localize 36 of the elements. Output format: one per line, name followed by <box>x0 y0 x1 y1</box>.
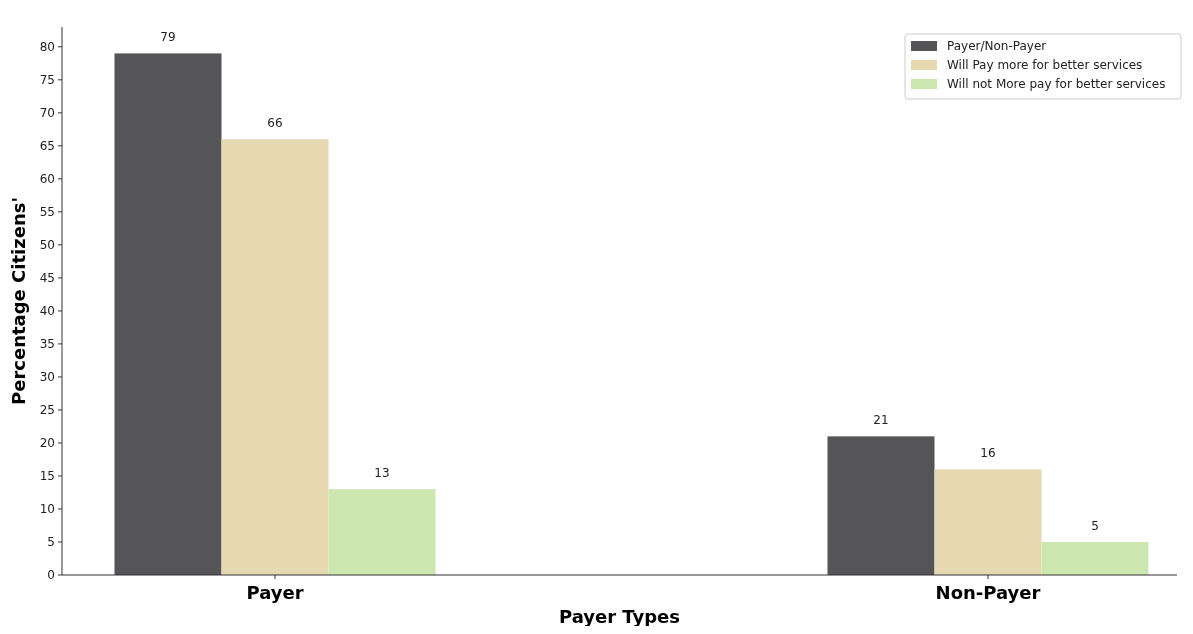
legend-label: Will Pay more for better services <box>947 58 1143 73</box>
y-tick-label: 65 <box>39 139 55 154</box>
x-tick-label: Non-Payer <box>935 582 1041 603</box>
y-tick-label: 0 <box>47 568 55 583</box>
y-tick-label: 5 <box>47 535 55 550</box>
y-tick-label: 25 <box>39 403 55 418</box>
y-tick-label: 45 <box>39 271 55 286</box>
legend-label: Payer/Non-Payer <box>947 39 1047 54</box>
data-label: 79 <box>160 30 176 45</box>
y-tick-label: 50 <box>39 238 55 253</box>
y-tick-label: 40 <box>39 304 55 319</box>
y-axis-title: Percentage Citizens' <box>8 197 29 405</box>
bar <box>221 139 329 575</box>
y-tick-label: 30 <box>39 370 55 385</box>
x-tick-label: Payer <box>246 582 304 603</box>
y-tick-label: 60 <box>39 172 55 187</box>
x-axis-title: Payer Types <box>558 606 681 627</box>
data-label: 16 <box>980 446 996 461</box>
y-tick-label: 70 <box>39 106 55 121</box>
y-tick-label: 75 <box>39 73 55 88</box>
data-label: 13 <box>374 466 390 481</box>
bar <box>1041 541 1149 575</box>
y-tick-label: 15 <box>39 469 55 484</box>
y-tick-label: 55 <box>39 205 55 220</box>
bar <box>934 469 1042 575</box>
y-tick-label: 20 <box>39 436 55 451</box>
legend-label: Will not More pay for better services <box>947 77 1166 92</box>
bar <box>328 489 436 575</box>
data-label: 5 <box>1091 518 1099 533</box>
bar <box>114 53 222 575</box>
y-tick-label: 10 <box>39 502 55 517</box>
y-tick-label: 35 <box>39 337 55 352</box>
data-label: 21 <box>873 413 889 428</box>
data-label: 66 <box>267 116 283 131</box>
bar <box>827 436 935 575</box>
y-tick-label: 80 <box>39 40 55 55</box>
